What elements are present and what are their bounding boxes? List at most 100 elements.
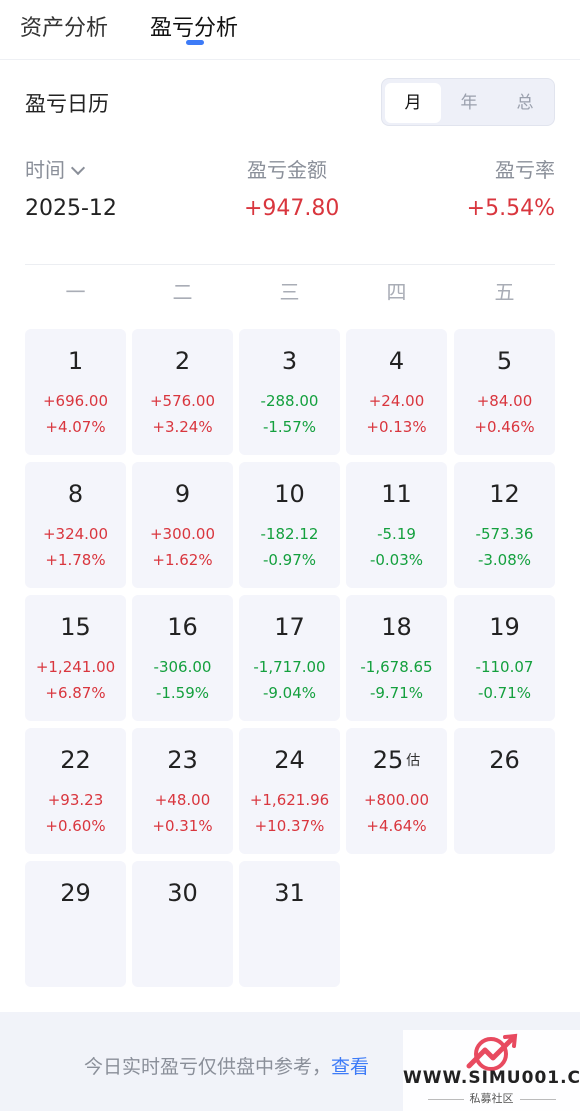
day-rate: +10.37% [254, 817, 325, 835]
day-rate: +6.87% [45, 684, 106, 702]
view-link[interactable]: 查看 [331, 1056, 370, 1078]
day-number: 5 [496, 347, 513, 375]
weekday-label: 五 [494, 280, 515, 304]
day-amount: +93.23 [47, 791, 104, 809]
day-rate: -9.04% [262, 684, 317, 702]
calendar-day-cell[interactable]: 16 -306.00 -1.59% [132, 595, 233, 721]
time-value: 2025-12 [25, 196, 117, 221]
day-number: 25 估 [372, 746, 421, 774]
day-rate: -0.71% [477, 684, 532, 702]
day-number: 3 [281, 347, 298, 375]
day-number: 16 [167, 613, 198, 641]
day-rate: +4.07% [45, 418, 106, 436]
calendar-day-cell[interactable]: 5 +84.00 +0.46% [454, 329, 555, 455]
day-number: 10 [274, 480, 305, 508]
notice-text: 今日实时盈亏仅供盘中参考， [84, 1056, 332, 1078]
day-number: 11 [381, 480, 412, 508]
weekday-label: 三 [279, 280, 300, 304]
active-tab-indicator [186, 40, 204, 45]
weekday-header: 一 二 三 四 五 [25, 276, 555, 304]
day-amount: +576.00 [149, 392, 216, 410]
divider [25, 264, 555, 265]
calendar-day-cell[interactable]: 26 [454, 728, 555, 854]
day-number: 17 [274, 613, 305, 641]
day-amount: +324.00 [42, 525, 109, 543]
calendar-day-cell[interactable]: 3 -288.00 -1.57% [239, 329, 340, 455]
top-tab-bar: 资产分析 盈亏分析 [0, 0, 580, 60]
section-title: 盈亏日历 [25, 92, 109, 116]
calendar-day-cell[interactable]: 31 [239, 861, 340, 987]
time-selector[interactable]: 时间 [25, 154, 86, 183]
day-amount: -182.12 [260, 525, 319, 543]
day-rate: -9.71% [369, 684, 424, 702]
tab-pnl-analysis[interactable]: 盈亏分析 [150, 16, 239, 41]
day-number: 22 [60, 746, 91, 774]
day-rate: +0.31% [152, 817, 213, 835]
calendar-day-cell[interactable]: 19 -110.07 -0.71% [454, 595, 555, 721]
estimate-badge: 估 [406, 753, 421, 769]
calendar-day-cell[interactable]: 10 -182.12 -0.97% [239, 462, 340, 588]
segment-total[interactable]: 总 [516, 93, 534, 113]
calendar-day-cell[interactable]: 25 估 +800.00 +4.64% [346, 728, 447, 854]
calendar-day-cell[interactable]: 1 +696.00 +4.07% [25, 329, 126, 455]
day-rate: -1.57% [262, 418, 317, 436]
watermark-subtext: 私募社区 [403, 1090, 580, 1106]
chevron-down-icon [70, 160, 86, 176]
tab-asset-analysis[interactable]: 资产分析 [20, 16, 109, 41]
day-amount: +84.00 [476, 392, 533, 410]
day-number: 29 [60, 879, 91, 907]
calendar-day-cell[interactable]: 12 -573.36 -3.08% [454, 462, 555, 588]
day-number: 12 [489, 480, 520, 508]
calendar-day-cell[interactable]: 17 -1,717.00 -9.04% [239, 595, 340, 721]
day-number: 15 [60, 613, 91, 641]
day-rate: -3.08% [477, 551, 532, 569]
day-rate: -0.97% [262, 551, 317, 569]
calendar-day-cell[interactable]: 30 [132, 861, 233, 987]
segment-month[interactable]: 月 [385, 83, 441, 123]
day-number: 9 [174, 480, 191, 508]
day-number: 23 [167, 746, 198, 774]
watermark: WWW.SIMU001.CN 私募社区 [403, 1030, 580, 1111]
day-rate: +1.78% [45, 551, 106, 569]
weekday-label: 一 [65, 280, 86, 304]
day-number: 18 [381, 613, 412, 641]
day-number: 2 [174, 347, 191, 375]
day-amount: -110.07 [475, 658, 534, 676]
day-rate: +0.46% [474, 418, 535, 436]
day-amount: +1,241.00 [35, 658, 116, 676]
day-number: 24 [274, 746, 305, 774]
calendar-day-cell[interactable]: 11 -5.19 -0.03% [346, 462, 447, 588]
day-number: 26 [489, 746, 520, 774]
calendar-day-cell[interactable]: 23 +48.00 +0.31% [132, 728, 233, 854]
day-rate: +0.13% [366, 418, 427, 436]
day-amount: -1,678.65 [360, 658, 433, 676]
calendar-day-cell[interactable]: 8 +324.00 +1.78% [25, 462, 126, 588]
calendar-day-cell[interactable]: 9 +300.00 +1.62% [132, 462, 233, 588]
day-number: 19 [489, 613, 520, 641]
day-rate: +1.62% [152, 551, 213, 569]
day-rate: +4.64% [366, 817, 427, 835]
day-amount: +24.00 [368, 392, 425, 410]
watermark-logo-icon [466, 1033, 518, 1071]
day-number: 30 [167, 879, 198, 907]
calendar-day-cell[interactable]: 4 +24.00 +0.13% [346, 329, 447, 455]
day-rate: -0.03% [369, 551, 424, 569]
time-label: 时间 [25, 158, 65, 182]
day-number: 31 [274, 879, 305, 907]
calendar-day-cell[interactable]: 22 +93.23 +0.60% [25, 728, 126, 854]
day-rate: +0.60% [45, 817, 106, 835]
weekday-label: 四 [386, 280, 407, 304]
calendar-day-cell[interactable]: 15 +1,241.00 +6.87% [25, 595, 126, 721]
day-amount: -306.00 [153, 658, 212, 676]
calendar-day-cell[interactable]: 29 [25, 861, 126, 987]
calendar-day-cell[interactable]: 18 -1,678.65 -9.71% [346, 595, 447, 721]
day-rate: +3.24% [152, 418, 213, 436]
watermark-text: WWW.SIMU001.CN [403, 1068, 580, 1088]
amount-label: 盈亏金额 [247, 158, 327, 182]
period-segmented-control: 月 年 总 [381, 78, 555, 126]
day-amount: -573.36 [475, 525, 534, 543]
calendar-day-cell[interactable]: 24 +1,621.96 +10.37% [239, 728, 340, 854]
segment-year[interactable]: 年 [460, 93, 478, 113]
day-amount: +300.00 [149, 525, 216, 543]
calendar-day-cell[interactable]: 2 +576.00 +3.24% [132, 329, 233, 455]
